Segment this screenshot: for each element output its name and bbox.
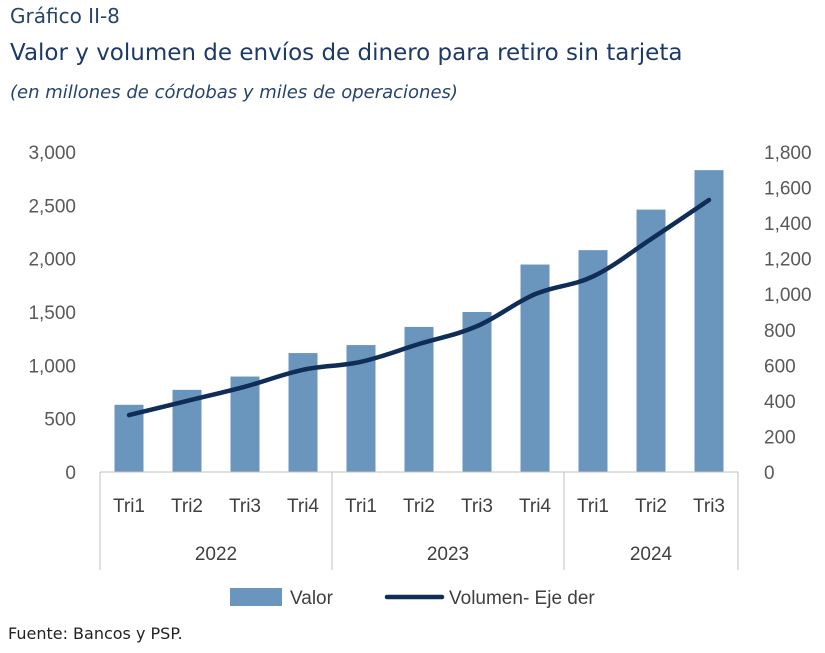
y-left-tick-label: 1,500 <box>28 303 76 324</box>
x-tick-label: Tri4 <box>519 496 551 517</box>
bar-valor <box>694 170 724 472</box>
x-tick-label: Tri2 <box>635 496 667 517</box>
source-note: Fuente: Bancos y PSP. <box>8 624 183 643</box>
year-group-label: 2022 <box>195 544 237 565</box>
y-right-tick-label: 1,600 <box>764 179 812 200</box>
figure-label: Gráfico II-8 <box>10 4 120 28</box>
y-right-tick-label: 200 <box>764 427 796 448</box>
x-tick-label: Tri1 <box>577 496 609 517</box>
y-left-tick-label: 0 <box>65 463 76 484</box>
y-left-tick-label: 3,000 <box>28 143 76 164</box>
x-tick-label: Tri3 <box>229 496 261 517</box>
x-tick-label: Tri2 <box>403 496 435 517</box>
y-right-tick-label: 1,400 <box>764 214 812 235</box>
y-left-tick-label: 2,500 <box>28 196 76 217</box>
y-right-tick-label: 600 <box>764 356 796 377</box>
year-group-label: 2023 <box>427 544 469 565</box>
x-tick-label: Tri3 <box>693 496 725 517</box>
chart-subtitle: (en millones de córdobas y miles de oper… <box>10 82 458 103</box>
y-left-tick-label: 2,000 <box>28 250 76 271</box>
line-volumen <box>126 197 712 418</box>
y-right-tick-label: 1,200 <box>764 250 812 271</box>
combo-chart: 0 500 1,000 1,500 2,000 2,500 3,000 0 200 400 600 8… <box>28 143 812 609</box>
y-right-tick-label: 0 <box>764 463 775 484</box>
legend-swatch-valor <box>230 588 282 606</box>
x-tick-label: Tri1 <box>345 496 377 517</box>
chart-title: Valor y volumen de envíos de dinero para… <box>10 40 683 66</box>
y-left-tick-label: 500 <box>44 410 76 431</box>
y-right-tick-label: 400 <box>764 392 796 413</box>
x-tick-label: Tri2 <box>171 496 203 517</box>
bar-valor <box>230 376 260 472</box>
legend-label-valor: Valor <box>290 588 334 609</box>
bar-valor <box>346 345 376 472</box>
y-left-tick-label: 1,000 <box>28 356 76 377</box>
x-tick-label: Tri4 <box>287 496 319 517</box>
x-tick-label: Tri1 <box>113 496 145 517</box>
bar-valor <box>404 326 434 472</box>
legend-label-volumen: Volumen- Eje der <box>449 588 595 609</box>
bar-valor <box>462 312 492 472</box>
y-right-tick-label: 1,000 <box>764 285 812 306</box>
x-tick-label: Tri3 <box>461 496 493 517</box>
y-right-tick-label: 800 <box>764 321 796 342</box>
bar-valor <box>636 209 666 472</box>
y-right-tick-label: 1,800 <box>764 143 812 164</box>
bar-valor <box>578 250 608 472</box>
year-group-label: 2024 <box>630 544 673 565</box>
